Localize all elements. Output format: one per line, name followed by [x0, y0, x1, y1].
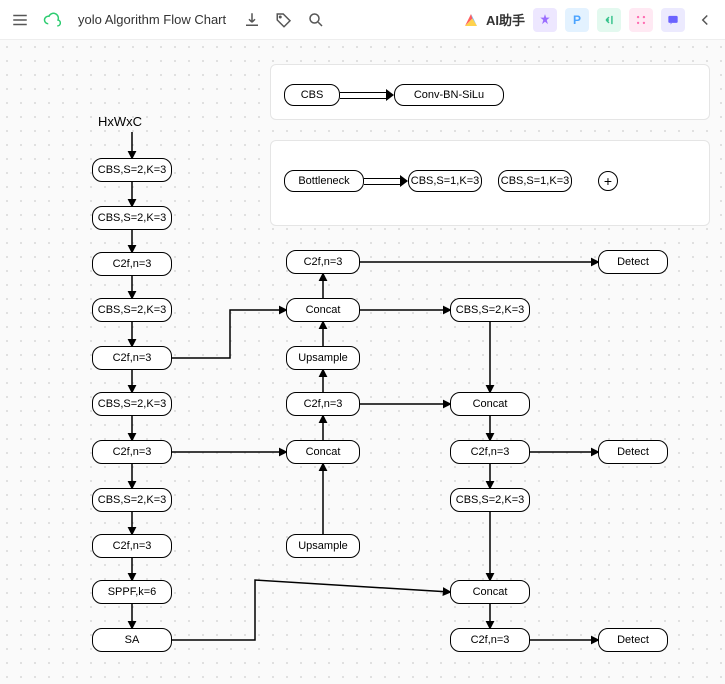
collapse-icon[interactable]: [693, 8, 717, 32]
tool-share-icon[interactable]: [597, 8, 621, 32]
flowchart-canvas[interactable]: CBS Conv-BN-SiLu Bottleneck CBS,S=1,K=3 CBS,…: [0, 40, 725, 684]
search-icon[interactable]: [304, 8, 328, 32]
sum-node: +: [598, 171, 618, 191]
node-c2f6[interactable]: C2f,n=3: [286, 392, 360, 416]
toolbar: yolo Algorithm Flow Chart AI助手 P: [0, 0, 725, 40]
double-arrow: [364, 175, 408, 187]
node-leg-conv[interactable]: Conv-BN-SiLu: [394, 84, 504, 106]
tool-grid-icon[interactable]: [629, 8, 653, 32]
download-icon[interactable]: [240, 8, 264, 32]
node-c2f4[interactable]: C2f,n=3: [92, 534, 172, 558]
cloud-sync-icon[interactable]: [40, 8, 64, 32]
node-sppf[interactable]: SPPF,k=6: [92, 580, 172, 604]
tool-star-icon[interactable]: [533, 8, 557, 32]
double-arrow: [340, 89, 394, 101]
node-leg-cbs[interactable]: CBS: [284, 84, 340, 106]
node-cat1[interactable]: Concat: [286, 298, 360, 322]
tag-icon[interactable]: [272, 8, 296, 32]
node-det3[interactable]: Detect: [598, 628, 668, 652]
node-c2f2[interactable]: C2f,n=3: [92, 346, 172, 370]
node-c2f3[interactable]: C2f,n=3: [92, 440, 172, 464]
toolbar-right: AI助手 P: [462, 8, 717, 32]
node-cbs7[interactable]: CBS,S=2,K=3: [450, 488, 530, 512]
node-leg-c2[interactable]: CBS,S=1,K=3: [498, 170, 572, 192]
input-dims-label: HxWxC: [98, 114, 142, 129]
ai-assistant-button[interactable]: AI助手: [462, 10, 525, 29]
node-cat4[interactable]: Concat: [450, 580, 530, 604]
node-cat2[interactable]: Concat: [286, 440, 360, 464]
node-det2[interactable]: Detect: [598, 440, 668, 464]
node-c2f7[interactable]: C2f,n=3: [450, 440, 530, 464]
node-c2f8[interactable]: C2f,n=3: [450, 628, 530, 652]
node-sa[interactable]: SA: [92, 628, 172, 652]
document-title[interactable]: yolo Algorithm Flow Chart: [78, 12, 226, 27]
node-cbs1[interactable]: CBS,S=2,K=3: [92, 158, 172, 182]
node-leg-bot[interactable]: Bottleneck: [284, 170, 364, 192]
node-up1[interactable]: Upsample: [286, 346, 360, 370]
tool-chat-icon[interactable]: [661, 8, 685, 32]
node-cat3[interactable]: Concat: [450, 392, 530, 416]
node-c2f5[interactable]: C2f,n=3: [286, 250, 360, 274]
node-c2f1[interactable]: C2f,n=3: [92, 252, 172, 276]
node-cbs2[interactable]: CBS,S=2,K=3: [92, 206, 172, 230]
node-cbs5[interactable]: CBS,S=2,K=3: [92, 488, 172, 512]
ai-label: AI助手: [486, 10, 525, 29]
menu-icon[interactable]: [8, 8, 32, 32]
node-det1[interactable]: Detect: [598, 250, 668, 274]
tool-p-button[interactable]: P: [565, 8, 589, 32]
node-cbs3[interactable]: CBS,S=2,K=3: [92, 298, 172, 322]
node-leg-c1[interactable]: CBS,S=1,K=3: [408, 170, 482, 192]
node-up2[interactable]: Upsample: [286, 534, 360, 558]
node-cbs4[interactable]: CBS,S=2,K=3: [92, 392, 172, 416]
node-cbs6[interactable]: CBS,S=2,K=3: [450, 298, 530, 322]
